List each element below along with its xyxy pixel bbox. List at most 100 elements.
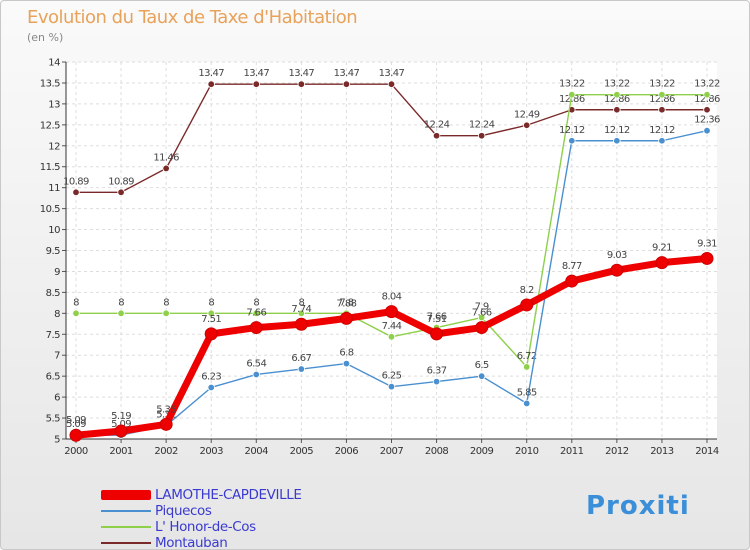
data-label: 8 bbox=[253, 297, 259, 308]
legend-label: Piquecos bbox=[155, 503, 212, 519]
data-label: 12.12 bbox=[559, 125, 585, 136]
data-label: 5.32 bbox=[156, 410, 176, 421]
data-label: 7.88 bbox=[336, 298, 356, 309]
data-label: 7.51 bbox=[427, 314, 447, 325]
data-label: 8.04 bbox=[382, 292, 402, 303]
y-tick-label: 13.5 bbox=[40, 78, 60, 89]
y-tick-label: 10.5 bbox=[40, 204, 60, 215]
legend-label: L' Honor-de-Cos bbox=[155, 519, 256, 535]
data-label: 5.85 bbox=[517, 387, 537, 398]
y-tick-label: 5.5 bbox=[46, 414, 61, 425]
data-point bbox=[162, 164, 170, 173]
data-label: 6.25 bbox=[382, 371, 402, 382]
data-label: 12.49 bbox=[514, 109, 540, 120]
data-point bbox=[613, 106, 621, 114]
data-point bbox=[703, 126, 711, 135]
y-tick-label: 12.5 bbox=[40, 120, 60, 131]
x-tick-label: 2007 bbox=[380, 446, 404, 457]
data-point bbox=[387, 333, 396, 341]
y-tick-label: 11.5 bbox=[40, 162, 60, 173]
x-tick-label: 2005 bbox=[290, 446, 314, 457]
x-tick-label: 2002 bbox=[154, 446, 178, 457]
data-label: 5.09 bbox=[66, 419, 86, 430]
data-point bbox=[385, 305, 398, 319]
logo-text: Proxiti bbox=[586, 491, 690, 521]
data-label: 7.74 bbox=[291, 304, 311, 315]
data-label: 13.22 bbox=[649, 79, 675, 90]
data-label: 12.86 bbox=[559, 94, 585, 105]
data-label: 12.24 bbox=[469, 120, 495, 131]
data-label: 5.35 bbox=[156, 404, 176, 415]
data-point bbox=[477, 372, 486, 380]
data-label: 5.09 bbox=[66, 415, 86, 426]
y-tick-label: 12 bbox=[48, 141, 60, 152]
x-tick-label: 2003 bbox=[199, 446, 223, 457]
x-tick-label: 2011 bbox=[560, 446, 584, 457]
data-point bbox=[252, 309, 260, 318]
data-label: 8.77 bbox=[562, 261, 582, 272]
data-point bbox=[297, 309, 306, 318]
legend-item-lamothe: LAMOTHE-CAPDEVILLE bbox=[101, 487, 401, 503]
data-point bbox=[387, 382, 396, 391]
data-label: 7.51 bbox=[201, 314, 221, 325]
data-point bbox=[523, 399, 531, 408]
data-point bbox=[207, 309, 215, 318]
y-tick-label: 13 bbox=[48, 99, 60, 110]
y-tick-label: 7.5 bbox=[46, 330, 61, 341]
data-point bbox=[477, 132, 486, 140]
y-tick-label: 11 bbox=[48, 183, 60, 194]
data-label: 7.66 bbox=[472, 308, 492, 319]
data-point bbox=[523, 363, 531, 371]
data-label: 7.8 bbox=[339, 297, 353, 308]
data-point bbox=[658, 90, 666, 99]
y-tick-label: 8.5 bbox=[46, 288, 61, 299]
data-point bbox=[432, 132, 441, 140]
legend-item-honor-de-cos: L' Honor-de-Cos bbox=[101, 519, 401, 535]
legend-swatch bbox=[101, 490, 151, 500]
data-point bbox=[297, 80, 306, 88]
data-label: 6.23 bbox=[201, 371, 221, 382]
data-point bbox=[387, 80, 396, 88]
legend-item-piquecos: Piquecos bbox=[101, 503, 401, 519]
data-label: 13.47 bbox=[243, 68, 269, 79]
legend-label: LAMOTHE-CAPDEVILLE bbox=[155, 487, 302, 503]
data-label: 6.5 bbox=[475, 360, 489, 371]
data-label: 6.37 bbox=[427, 366, 447, 377]
data-point bbox=[72, 188, 80, 196]
data-label: 8 bbox=[73, 297, 79, 308]
data-point bbox=[297, 365, 306, 373]
data-label: 5.19 bbox=[111, 411, 131, 422]
data-label: 9.21 bbox=[652, 243, 672, 254]
chart-subtitle: (en %) bbox=[27, 31, 64, 44]
data-label: 7.44 bbox=[382, 321, 402, 332]
data-point bbox=[613, 137, 621, 145]
data-label: 6.54 bbox=[246, 358, 266, 369]
data-label: 12.24 bbox=[424, 120, 450, 131]
y-tick-label: 6.5 bbox=[46, 372, 61, 383]
data-point bbox=[703, 90, 711, 99]
data-point bbox=[249, 321, 263, 335]
x-tick-label: 2008 bbox=[425, 446, 449, 457]
data-label: 8 bbox=[163, 297, 169, 308]
y-tick-label: 6 bbox=[54, 393, 60, 404]
data-point bbox=[204, 327, 218, 341]
legend-label: Montauban bbox=[155, 535, 228, 550]
data-point bbox=[432, 377, 441, 386]
y-tick-label: 10 bbox=[48, 225, 60, 236]
data-point bbox=[162, 309, 170, 318]
data-point bbox=[610, 263, 624, 277]
legend-swatch bbox=[101, 526, 151, 528]
y-tick-label: 14 bbox=[48, 58, 60, 69]
data-label: 7.66 bbox=[427, 312, 447, 323]
data-point bbox=[207, 80, 215, 88]
data-label: 13.22 bbox=[694, 79, 720, 90]
data-point bbox=[477, 313, 486, 322]
legend-swatch bbox=[101, 510, 151, 512]
data-point bbox=[565, 274, 579, 288]
data-label: 13.47 bbox=[198, 68, 224, 79]
x-tick-label: 2010 bbox=[515, 446, 539, 457]
data-label: 6.8 bbox=[339, 348, 353, 359]
proxiti-logo: Proxiti bbox=[586, 491, 690, 521]
data-point bbox=[117, 188, 125, 196]
